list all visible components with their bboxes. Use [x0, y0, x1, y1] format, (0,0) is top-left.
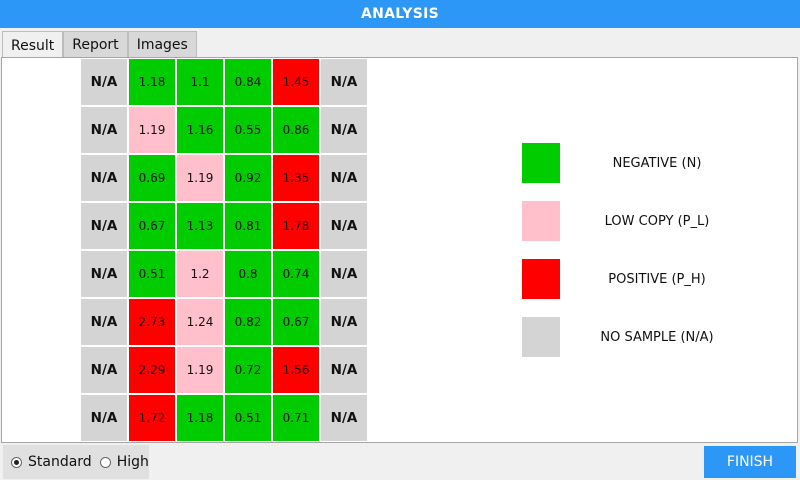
- plate-cell: 0.86: [272, 106, 320, 154]
- plate-cell: 1.35: [272, 154, 320, 202]
- legend-swatch-low-copy: [522, 201, 560, 241]
- plate-cell: 1.56: [272, 346, 320, 394]
- plate-cell: 0.69: [128, 154, 176, 202]
- plate-cell: 1.18: [128, 58, 176, 106]
- tab-bar: Result Report Images: [2, 31, 197, 59]
- plate-cell: N/A: [80, 346, 128, 394]
- plate-cell: 0.8: [224, 250, 272, 298]
- plate-cell: 1.45: [272, 58, 320, 106]
- plate-cell: 1.19: [128, 106, 176, 154]
- legend-swatch-no-sample: [522, 317, 560, 357]
- plate-cell: 0.84: [224, 58, 272, 106]
- plate-cell: 0.74: [272, 250, 320, 298]
- plate-grid: N/A 1.18 1.1 0.84 1.45 N/A N/A 1.19 1.16 0.55 0.86…: [80, 58, 368, 442]
- plate-cell: 0.67: [272, 298, 320, 346]
- tab-report[interactable]: Report: [63, 31, 128, 58]
- radio-high-label: High: [116, 454, 149, 470]
- plate-cell: 1.78: [272, 202, 320, 250]
- plate-cell: 0.71: [272, 394, 320, 442]
- bottom-bar: Standard High FINISH: [0, 444, 800, 480]
- legend-label-no-sample: NO SAMPLE (N/A): [600, 329, 714, 345]
- plate-cell: 0.92: [224, 154, 272, 202]
- plate-cell: N/A: [80, 202, 128, 250]
- radio-standard[interactable]: Standard: [11, 454, 92, 470]
- plate-cell: N/A: [80, 58, 128, 106]
- radio-high-indicator[interactable]: [99, 456, 111, 468]
- plate-cell: 2.29: [128, 346, 176, 394]
- legend-item-positive: POSITIVE (P_H): [522, 259, 752, 299]
- radio-high[interactable]: High: [99, 454, 149, 470]
- legend-item-low-copy: LOW COPY (P_L): [522, 201, 752, 241]
- tab-images[interactable]: Images: [127, 31, 197, 58]
- window-title: ANALYSIS: [0, 0, 800, 28]
- result-panel: N/A 1.18 1.1 0.84 1.45 N/A N/A 1.19 1.16 0.55 0.86…: [1, 57, 798, 443]
- radio-standard-indicator[interactable]: [11, 456, 22, 468]
- plate-cell: 0.72: [224, 346, 272, 394]
- legend-item-no-sample: NO SAMPLE (N/A): [522, 317, 752, 357]
- plate-cell: N/A: [320, 394, 368, 442]
- legend-swatch-negative: [522, 143, 560, 183]
- legend-label-low-copy: LOW COPY (P_L): [604, 213, 710, 229]
- plate-cell: 1.19: [176, 346, 224, 394]
- plate-cell: N/A: [320, 298, 368, 346]
- plate-cell: 0.67: [128, 202, 176, 250]
- plate-cell: 1.13: [176, 202, 224, 250]
- plate-cell: N/A: [320, 58, 368, 106]
- plate-cell: 1.72: [128, 394, 176, 442]
- plate-cell: 1.2: [176, 250, 224, 298]
- mode-radio-group: Standard High: [3, 445, 149, 479]
- legend-item-negative: NEGATIVE (N): [522, 143, 752, 183]
- plate-cell: 1.18: [176, 394, 224, 442]
- plate-cell: N/A: [80, 106, 128, 154]
- plate-cell: N/A: [80, 298, 128, 346]
- plate-cell: N/A: [80, 394, 128, 442]
- plate-cell: 2.73: [128, 298, 176, 346]
- plate-cell: N/A: [320, 202, 368, 250]
- plate-cell: 0.51: [128, 250, 176, 298]
- plate-cell: 0.55: [224, 106, 272, 154]
- plate-cell: N/A: [320, 106, 368, 154]
- plate-cell: 1.16: [176, 106, 224, 154]
- plate-cell: 1.1: [176, 58, 224, 106]
- finish-button[interactable]: FINISH: [704, 446, 796, 478]
- plate-cell: N/A: [320, 250, 368, 298]
- tab-result[interactable]: Result: [2, 31, 64, 59]
- plate-cell: 1.19: [176, 154, 224, 202]
- plate-cell: N/A: [80, 154, 128, 202]
- radio-standard-label: Standard: [28, 454, 92, 470]
- legend-label-positive: POSITIVE (P_H): [608, 271, 706, 287]
- plate-cell: 0.51: [224, 394, 272, 442]
- plate-cell: 0.81: [224, 202, 272, 250]
- legend-swatch-positive: [522, 259, 560, 299]
- plate-cell: N/A: [80, 250, 128, 298]
- plate-cell: 0.82: [224, 298, 272, 346]
- plate-cell: N/A: [320, 154, 368, 202]
- plate-cell: N/A: [320, 346, 368, 394]
- legend-label-negative: NEGATIVE (N): [612, 155, 702, 171]
- plate-cell: 1.24: [176, 298, 224, 346]
